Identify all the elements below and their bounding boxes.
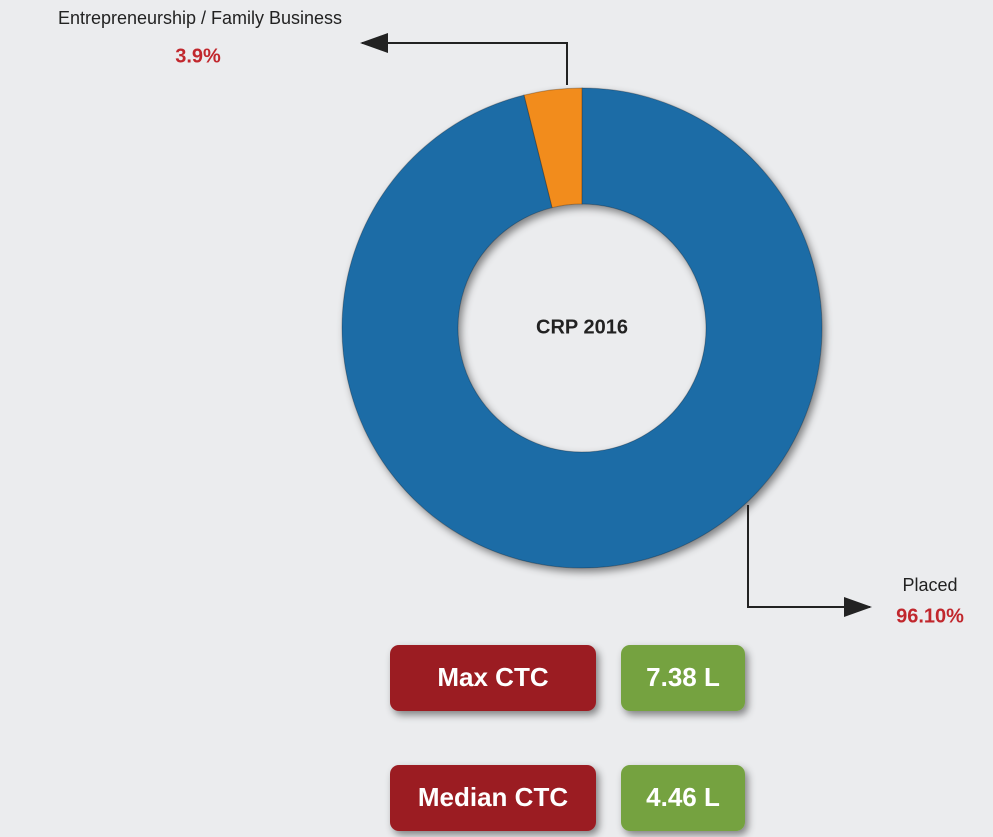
stat-label-box xyxy=(390,765,596,831)
stat-value: 7.38 L xyxy=(646,662,720,692)
category-label: Entrepreneurship / Family Business xyxy=(58,8,342,28)
category-label: Placed xyxy=(902,575,957,595)
center-label: CRP 2016 xyxy=(536,316,628,338)
stat-label: Max CTC xyxy=(437,662,548,692)
stat-value-box xyxy=(621,645,745,711)
slice xyxy=(341,87,823,569)
stat-value: 4.46 L xyxy=(646,782,720,812)
leader-line xyxy=(360,33,568,85)
leader-line xyxy=(747,505,872,617)
stat-label-box xyxy=(390,645,596,711)
stat-label: Median CTC xyxy=(418,782,568,812)
value-label: 96.10% xyxy=(896,605,964,627)
stats xyxy=(390,645,745,831)
stat-value-box xyxy=(621,765,745,831)
value-label: 3.9% xyxy=(175,45,221,67)
donut xyxy=(341,87,823,569)
